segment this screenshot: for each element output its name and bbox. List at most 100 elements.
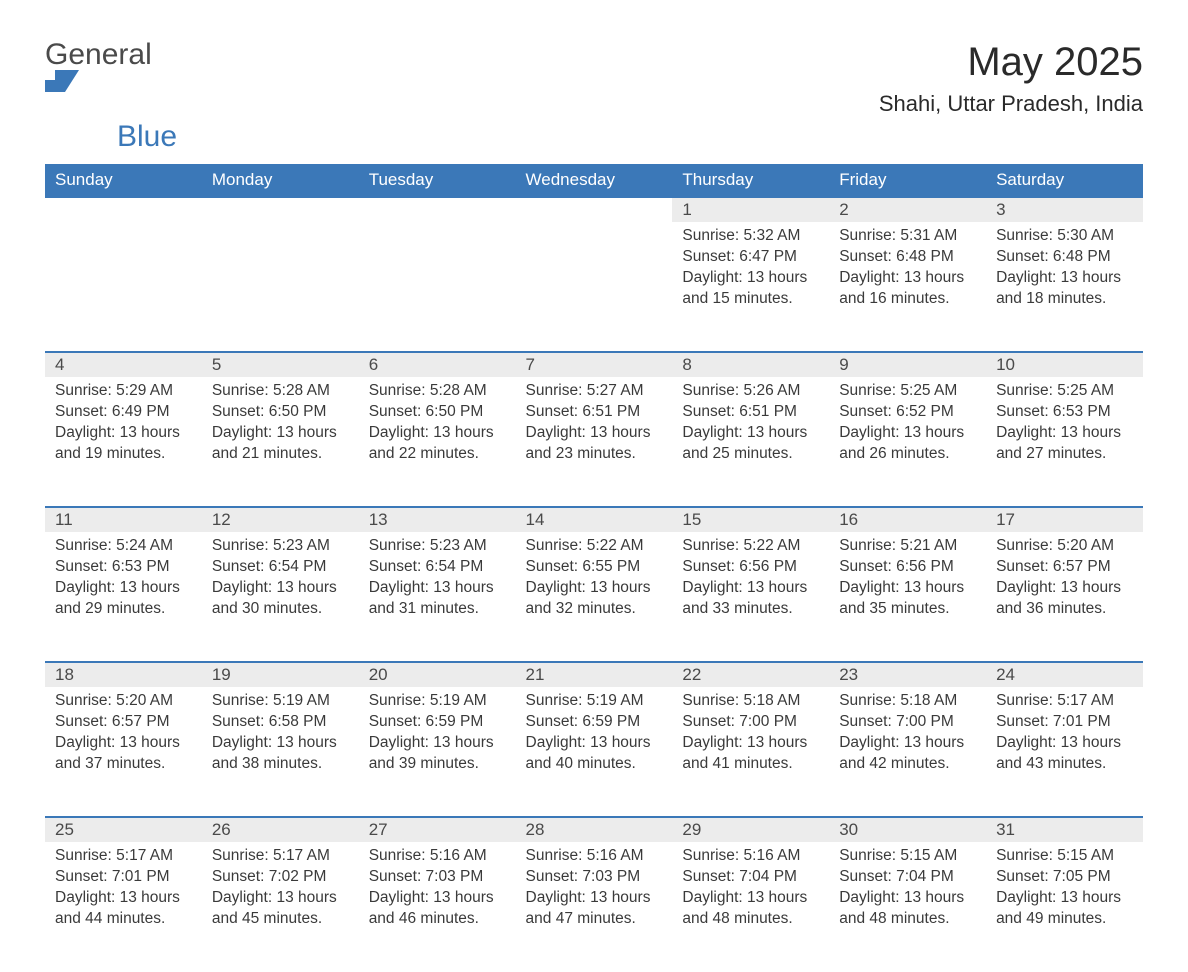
daylight-text: Daylight: 13 hours and 47 minutes. <box>526 888 663 930</box>
sunrise-text: Sunrise: 5:25 AM <box>996 381 1133 402</box>
empty-cell <box>516 197 673 222</box>
sunset-text: Sunset: 7:05 PM <box>996 867 1133 888</box>
daylight-text: Daylight: 13 hours and 23 minutes. <box>526 423 663 465</box>
sunset-text: Sunset: 6:50 PM <box>212 402 349 423</box>
daylight-text: Daylight: 13 hours and 16 minutes. <box>839 268 976 310</box>
sunset-text: Sunset: 6:57 PM <box>996 557 1133 578</box>
day-number: 18 <box>45 662 202 687</box>
day-number: 26 <box>202 817 359 842</box>
day-number: 11 <box>45 507 202 532</box>
day-number: 30 <box>829 817 986 842</box>
sunrise-text: Sunrise: 5:27 AM <box>526 381 663 402</box>
day-number: 9 <box>829 352 986 377</box>
week-detail-row: Sunrise: 5:17 AMSunset: 7:01 PMDaylight:… <box>45 842 1143 972</box>
sunrise-text: Sunrise: 5:16 AM <box>682 846 819 867</box>
day-cell: Sunrise: 5:28 AMSunset: 6:50 PMDaylight:… <box>359 377 516 507</box>
daylight-text: Daylight: 13 hours and 40 minutes. <box>526 733 663 775</box>
day-cell: Sunrise: 5:23 AMSunset: 6:54 PMDaylight:… <box>202 532 359 662</box>
day-cell: Sunrise: 5:19 AMSunset: 6:59 PMDaylight:… <box>359 687 516 817</box>
day-cell: Sunrise: 5:22 AMSunset: 6:56 PMDaylight:… <box>672 532 829 662</box>
day-number: 10 <box>986 352 1143 377</box>
day-cell: Sunrise: 5:24 AMSunset: 6:53 PMDaylight:… <box>45 532 202 662</box>
sunset-text: Sunset: 7:04 PM <box>682 867 819 888</box>
daylight-text: Daylight: 13 hours and 33 minutes. <box>682 578 819 620</box>
day-number: 25 <box>45 817 202 842</box>
day-number: 16 <box>829 507 986 532</box>
empty-cell <box>202 222 359 352</box>
sunset-text: Sunset: 7:00 PM <box>839 712 976 733</box>
weekday-header-row: SundayMondayTuesdayWednesdayThursdayFrid… <box>45 164 1143 197</box>
week-daynum-row: 25262728293031 <box>45 817 1143 842</box>
day-cell: Sunrise: 5:32 AMSunset: 6:47 PMDaylight:… <box>672 222 829 352</box>
sunset-text: Sunset: 7:00 PM <box>682 712 819 733</box>
sunrise-text: Sunrise: 5:30 AM <box>996 226 1133 247</box>
week-detail-row: Sunrise: 5:32 AMSunset: 6:47 PM Daylight:… <box>45 222 1143 352</box>
sunset-text: Sunset: 6:47 PM <box>682 247 819 268</box>
sunset-text: Sunset: 6:48 PM <box>996 247 1133 268</box>
weekday-header: Sunday <box>45 164 202 197</box>
week-daynum-row: 18192021222324 <box>45 662 1143 687</box>
daylight-text: Daylight: 13 hours and 27 minutes. <box>996 423 1133 465</box>
day-cell: Sunrise: 5:23 AMSunset: 6:54 PMDaylight:… <box>359 532 516 662</box>
day-cell: Sunrise: 5:25 AMSunset: 6:52 PMDaylight:… <box>829 377 986 507</box>
day-number: 28 <box>516 817 673 842</box>
sunset-text: Sunset: 6:49 PM <box>55 402 192 423</box>
daylight-text: Daylight: 13 hours and 45 minutes. <box>212 888 349 930</box>
day-cell: Sunrise: 5:21 AMSunset: 6:56 PMDaylight:… <box>829 532 986 662</box>
day-number: 24 <box>986 662 1143 687</box>
sunset-text: Sunset: 6:59 PM <box>526 712 663 733</box>
day-number: 2 <box>829 197 986 222</box>
day-cell: Sunrise: 5:19 AMSunset: 6:58 PMDaylight:… <box>202 687 359 817</box>
daylight-text: Daylight: 13 hours and 21 minutes. <box>212 423 349 465</box>
sunrise-text: Sunrise: 5:31 AM <box>839 226 976 247</box>
empty-cell <box>202 197 359 222</box>
sunrise-text: Sunrise: 5:16 AM <box>526 846 663 867</box>
empty-cell <box>359 197 516 222</box>
day-cell: Sunrise: 5:20 AMSunset: 6:57 PMDaylight:… <box>986 532 1143 662</box>
daylight-text: Daylight: 13 hours and 49 minutes. <box>996 888 1133 930</box>
day-cell: Sunrise: 5:17 AMSunset: 7:02 PMDaylight:… <box>202 842 359 972</box>
week-daynum-row: 45678910 <box>45 352 1143 377</box>
sunrise-text: Sunrise: 5:32 AM <box>682 226 819 247</box>
sunrise-text: Sunrise: 5:22 AM <box>526 536 663 557</box>
day-number: 21 <box>516 662 673 687</box>
sunset-text: Sunset: 6:51 PM <box>526 402 663 423</box>
day-number: 29 <box>672 817 829 842</box>
daylight-text: Daylight: 13 hours and 31 minutes. <box>369 578 506 620</box>
sunset-text: Sunset: 6:55 PM <box>526 557 663 578</box>
empty-cell <box>45 197 202 222</box>
daylight-text: Daylight: 13 hours and 44 minutes. <box>55 888 192 930</box>
day-cell: Sunrise: 5:16 AMSunset: 7:03 PMDaylight:… <box>359 842 516 972</box>
sunset-text: Sunset: 6:54 PM <box>212 557 349 578</box>
sunrise-text: Sunrise: 5:15 AM <box>839 846 976 867</box>
daylight-text: Daylight: 13 hours and 29 minutes. <box>55 578 192 620</box>
day-cell: Sunrise: 5:18 AMSunset: 7:00 PMDaylight:… <box>672 687 829 817</box>
sunrise-text: Sunrise: 5:20 AM <box>996 536 1133 557</box>
day-cell: Sunrise: 5:31 AMSunset: 6:48 PMDaylight:… <box>829 222 986 352</box>
brand-text: General Blue <box>45 40 177 152</box>
day-number: 22 <box>672 662 829 687</box>
sunset-text: Sunset: 6:53 PM <box>55 557 192 578</box>
title-block: May 2025 Shahi, Uttar Pradesh, India <box>879 40 1143 117</box>
daylight-text: Daylight: 13 hours and 39 minutes. <box>369 733 506 775</box>
weekday-header: Wednesday <box>516 164 673 197</box>
sunset-text: Sunset: 6:59 PM <box>369 712 506 733</box>
daylight-text: Daylight: 13 hours and 32 minutes. <box>526 578 663 620</box>
day-number: 4 <box>45 352 202 377</box>
page-header: General Blue May 2025 Shahi, Uttar Prade… <box>45 40 1143 152</box>
day-number: 31 <box>986 817 1143 842</box>
daylight-text: Daylight: 13 hours and 36 minutes. <box>996 578 1133 620</box>
sunrise-text: Sunrise: 5:21 AM <box>839 536 976 557</box>
weekday-header: Friday <box>829 164 986 197</box>
sunset-text: Sunset: 7:02 PM <box>212 867 349 888</box>
empty-cell <box>359 222 516 352</box>
day-number: 13 <box>359 507 516 532</box>
sunrise-text: Sunrise: 5:17 AM <box>55 846 192 867</box>
day-cell: Sunrise: 5:28 AMSunset: 6:50 PMDaylight:… <box>202 377 359 507</box>
brand-part2: Blue <box>117 120 177 153</box>
sunrise-text: Sunrise: 5:25 AM <box>839 381 976 402</box>
sunrise-text: Sunrise: 5:18 AM <box>839 691 976 712</box>
day-number: 27 <box>359 817 516 842</box>
sunrise-text: Sunrise: 5:19 AM <box>526 691 663 712</box>
brand-flag-icon <box>45 70 177 92</box>
